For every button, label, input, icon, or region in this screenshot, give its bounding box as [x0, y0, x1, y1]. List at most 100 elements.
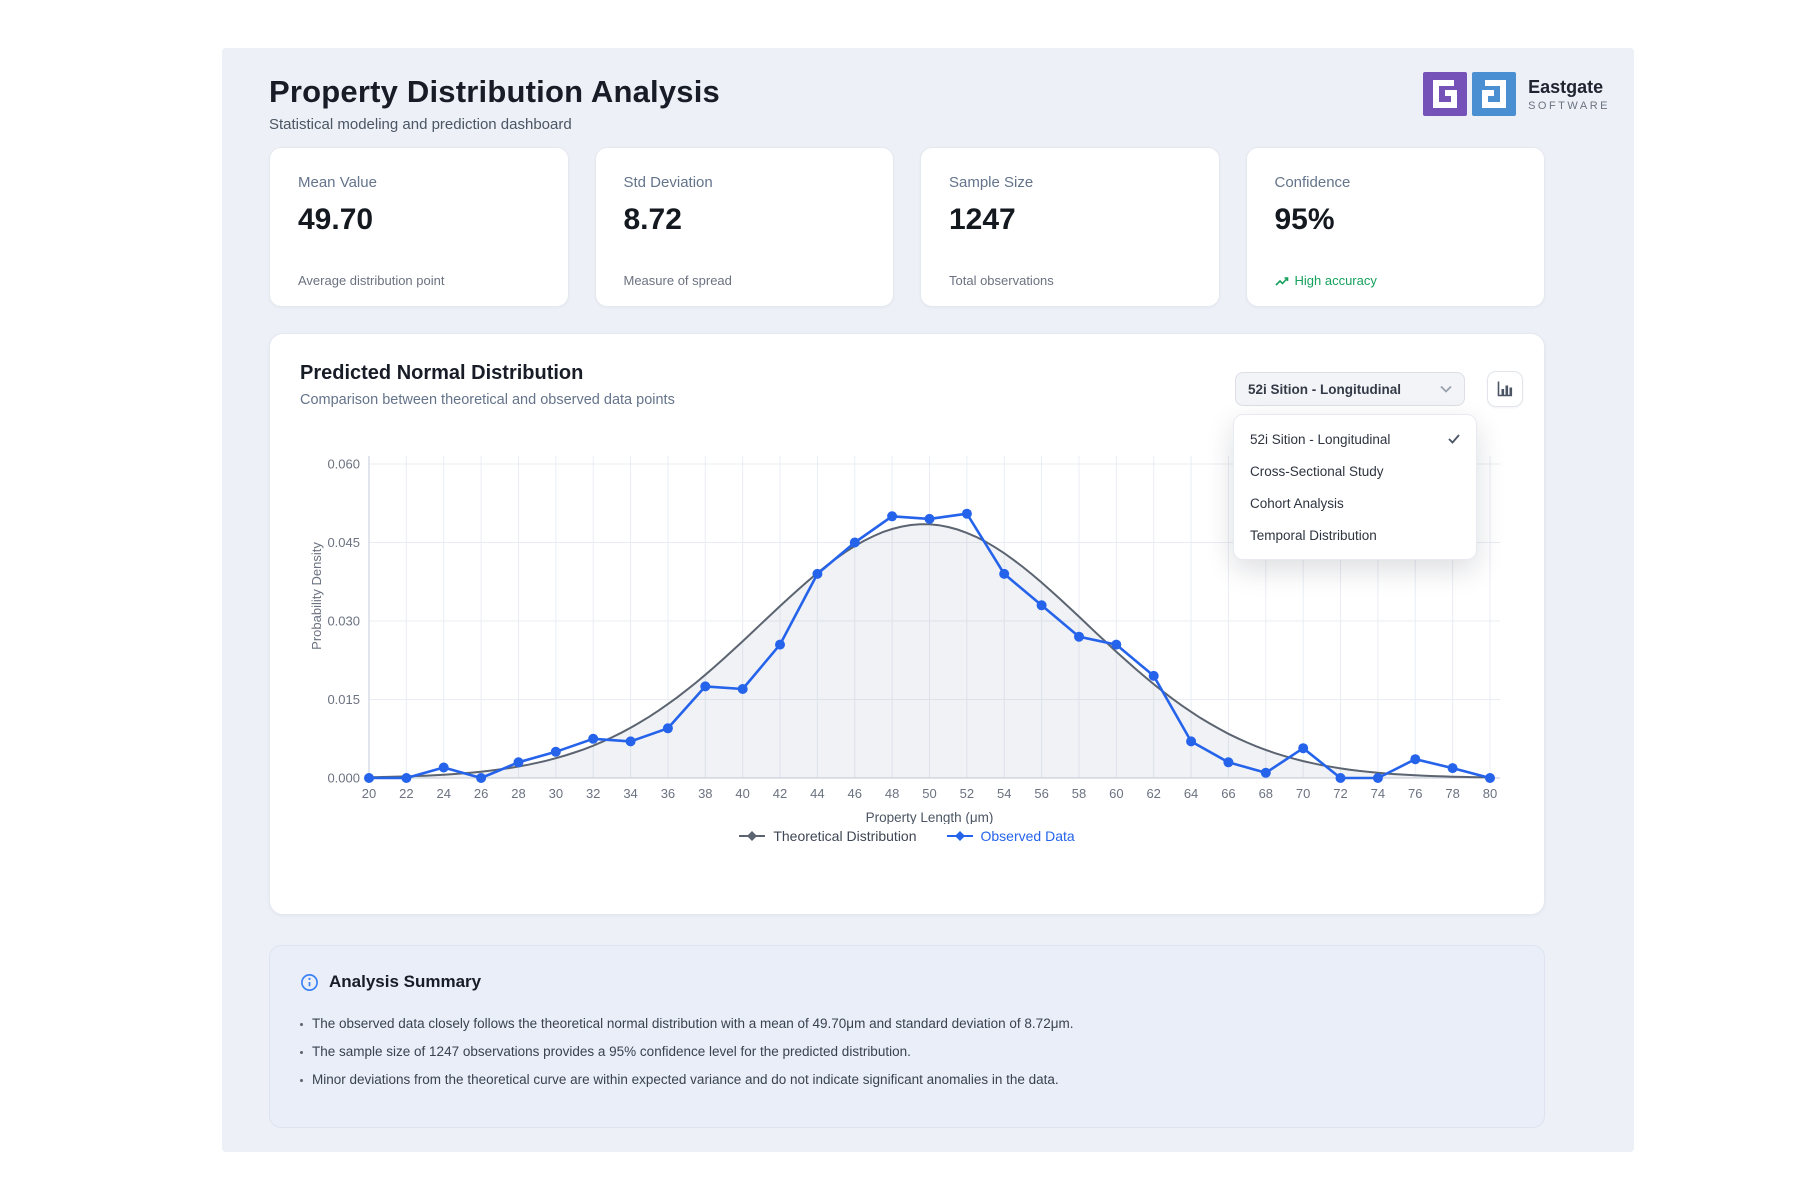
svg-text:34: 34 — [623, 786, 637, 801]
svg-text:38: 38 — [698, 786, 712, 801]
svg-text:0.060: 0.060 — [327, 457, 360, 472]
svg-text:22: 22 — [399, 786, 413, 801]
stat-label: Std Deviation — [623, 174, 713, 191]
svg-text:78: 78 — [1445, 786, 1459, 801]
menu-item-cohort[interactable]: Cohort Analysis — [1234, 487, 1476, 519]
analysis-summary-card: Analysis Summary The observed data close… — [269, 945, 1545, 1128]
dataset-dropdown[interactable]: 52i Sition - Longitudinal — [1235, 372, 1465, 406]
bar-chart-icon — [1497, 381, 1513, 397]
summary-bullet: The sample size of 1247 observations pro… — [300, 1044, 1514, 1059]
stat-value: 1247 — [949, 203, 1016, 236]
dashboard-panel: Property Distribution Analysis Statistic… — [222, 48, 1634, 1152]
svg-text:28: 28 — [511, 786, 525, 801]
menu-item-longitudinal[interactable]: 52i Sition - Longitudinal — [1234, 423, 1476, 455]
svg-text:74: 74 — [1371, 786, 1385, 801]
svg-text:0.015: 0.015 — [327, 692, 360, 707]
svg-text:Probability Density: Probability Density — [309, 542, 324, 650]
svg-text:0.030: 0.030 — [327, 614, 360, 629]
stat-caption-text: High accuracy — [1294, 273, 1377, 288]
logo-brand-subtitle: SOFTWARE — [1528, 99, 1610, 112]
svg-text:44: 44 — [810, 786, 824, 801]
svg-text:76: 76 — [1408, 786, 1422, 801]
summary-bullet-text: The observed data closely follows the th… — [312, 1016, 1074, 1031]
chart-card: Predicted Normal Distribution Comparison… — [269, 333, 1545, 915]
stat-caption: Average distribution point — [298, 273, 445, 288]
chart-subtitle: Comparison between theoretical and obser… — [300, 392, 675, 408]
svg-text:64: 64 — [1184, 786, 1198, 801]
chart-type-button[interactable] — [1487, 371, 1523, 407]
chart-legend: Theoretical Distribution Observed Data — [270, 828, 1544, 844]
svg-text:32: 32 — [586, 786, 600, 801]
chart-title: Predicted Normal Distribution — [300, 362, 584, 384]
stat-label: Confidence — [1274, 174, 1351, 191]
summary-bullet: The observed data closely follows the th… — [300, 1016, 1514, 1031]
svg-text:46: 46 — [848, 786, 862, 801]
info-icon — [301, 973, 318, 991]
stat-caption: High accuracy — [1274, 273, 1377, 288]
stat-card-confidence: Confidence 95% High accuracy — [1245, 147, 1545, 307]
page-title: Property Distribution Analysis — [269, 74, 720, 109]
svg-text:54: 54 — [997, 786, 1011, 801]
menu-item-label: Cohort Analysis — [1250, 495, 1344, 511]
svg-text:24: 24 — [436, 786, 450, 801]
menu-item-label: Temporal Distribution — [1250, 527, 1377, 543]
dataset-dropdown-menu: 52i Sition - Longitudinal Cross-Sectiona… — [1233, 414, 1477, 560]
svg-text:56: 56 — [1034, 786, 1048, 801]
svg-text:20: 20 — [362, 786, 376, 801]
chevron-down-icon — [1440, 385, 1452, 393]
svg-text:72: 72 — [1333, 786, 1347, 801]
stat-label: Sample Size — [949, 174, 1034, 191]
menu-item-label: 52i Sition - Longitudinal — [1250, 431, 1391, 447]
svg-text:58: 58 — [1072, 786, 1086, 801]
stat-card-std-deviation: Std Deviation 8.72 Measure of spread — [594, 147, 894, 307]
menu-item-temporal[interactable]: Temporal Distribution — [1234, 519, 1476, 551]
summary-bullet: Minor deviations from the theoretical cu… — [300, 1072, 1514, 1087]
stat-label: Mean Value — [298, 174, 377, 191]
legend-theoretical-label: Theoretical Distribution — [773, 828, 917, 844]
svg-text:50: 50 — [922, 786, 936, 801]
stat-value: 49.70 — [298, 203, 374, 236]
legend-observed-marker — [946, 835, 973, 837]
svg-text:62: 62 — [1146, 786, 1160, 801]
bullet-dot — [300, 1023, 303, 1026]
menu-item-cross-sectional[interactable]: Cross-Sectional Study — [1234, 455, 1476, 487]
svg-text:Property Length (μm): Property Length (μm) — [866, 810, 994, 824]
page-subtitle: Statistical modeling and prediction dash… — [269, 116, 572, 133]
svg-text:0.045: 0.045 — [327, 535, 360, 550]
svg-text:48: 48 — [885, 786, 899, 801]
svg-text:0.000: 0.000 — [327, 771, 360, 786]
legend-theoretical: Theoretical Distribution — [739, 828, 917, 844]
stat-caption: Total observations — [949, 273, 1054, 288]
bullet-dot — [300, 1079, 303, 1082]
svg-text:40: 40 — [735, 786, 749, 801]
svg-text:70: 70 — [1296, 786, 1310, 801]
legend-observed: Observed Data — [946, 828, 1075, 844]
svg-text:68: 68 — [1259, 786, 1273, 801]
summary-bullet-text: The sample size of 1247 observations pro… — [312, 1044, 911, 1059]
stat-cards-row: Mean Value 49.70 Average distribution po… — [269, 147, 1545, 307]
legend-theoretical-marker — [739, 835, 766, 837]
summary-title: Analysis Summary — [329, 972, 482, 991]
svg-text:60: 60 — [1109, 786, 1123, 801]
stat-value: 8.72 — [623, 203, 682, 236]
dataset-dropdown-value: 52i Sition - Longitudinal — [1248, 381, 1401, 397]
summary-bullet-text: Minor deviations from the theoretical cu… — [312, 1072, 1059, 1087]
stat-caption: Measure of spread — [623, 273, 732, 288]
svg-text:42: 42 — [773, 786, 787, 801]
legend-observed-label: Observed Data — [980, 828, 1075, 844]
menu-item-label: Cross-Sectional Study — [1250, 463, 1384, 479]
bullet-dot — [300, 1051, 303, 1054]
svg-text:26: 26 — [474, 786, 488, 801]
eastgate-logo-icon — [1423, 72, 1517, 116]
trending-up-icon — [1274, 276, 1288, 286]
svg-text:80: 80 — [1483, 786, 1497, 801]
stat-card-mean-value: Mean Value 49.70 Average distribution po… — [269, 147, 569, 307]
svg-text:52: 52 — [960, 786, 974, 801]
svg-text:36: 36 — [661, 786, 675, 801]
logo-brand-name: Eastgate — [1528, 76, 1604, 97]
svg-text:66: 66 — [1221, 786, 1235, 801]
stat-value: 95% — [1274, 203, 1335, 236]
eastgate-logo: Eastgate SOFTWARE — [1423, 72, 1610, 116]
svg-text:30: 30 — [549, 786, 563, 801]
check-icon — [1448, 434, 1460, 444]
